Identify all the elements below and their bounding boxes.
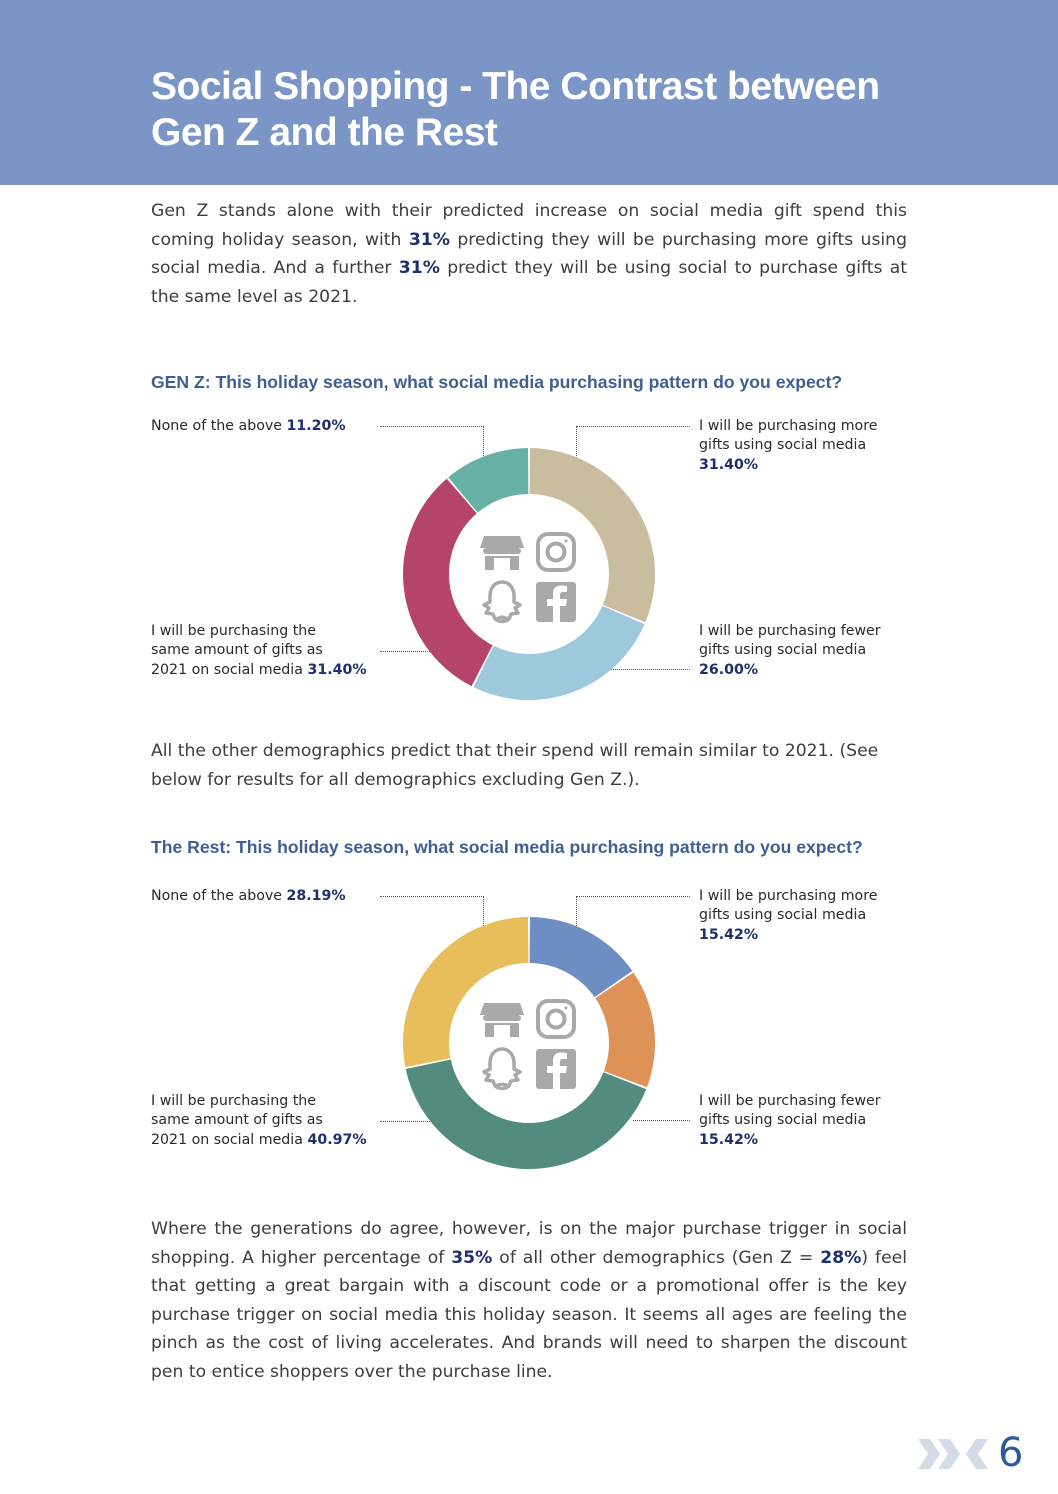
genz-label-more: I will be purchasing more gifts using soc… (699, 417, 877, 475)
genz-label-same: I will be purchasing the same amount of g… (151, 622, 367, 680)
genz-label-none: None of the above 11.20% (151, 417, 346, 436)
genz-label-none-value: 11.20% (286, 418, 346, 434)
storefront-icon (480, 536, 524, 570)
intro-highlight-2: 31% (398, 258, 440, 278)
rest-leader-same (380, 1121, 470, 1122)
rest-leader-fewer (633, 1120, 690, 1121)
genz-label-more-text2: gifts using social media (699, 437, 867, 454)
genz-label-same-text1: I will be purchasing the (151, 623, 317, 639)
instagram-icon (536, 999, 576, 1039)
rest-label-same-text1: I will be purchasing the (151, 1093, 317, 1109)
page-header: Social Shopping - The Contrast between G… (0, 0, 1058, 185)
genz-donut-chart (403, 448, 655, 700)
genz-label-same-text3: 2021 on social media (151, 661, 303, 678)
page-title-line1: Social Shopping - The Contrast between (151, 65, 880, 108)
rest-label-more-value: 15.42% (699, 926, 759, 943)
rest-label-fewer-text2: gifts using social media (699, 1112, 867, 1129)
genz-label-same-value: 31.40% (307, 661, 367, 678)
closing-highlight-2: 28% (820, 1247, 862, 1268)
rest-label-more-text2: gifts using social media (699, 907, 867, 924)
rest-donut-chart (403, 917, 655, 1169)
page-number: 6 (998, 1430, 1024, 1476)
genz-label-fewer: I will be purchasing fewer gifts using so… (699, 622, 881, 680)
intro-text-1: Gen Z stands alone with their predicted … (151, 201, 907, 250)
intro-paragraph: Gen Z stands alone with their predicted … (151, 197, 907, 311)
genz-icon-group (480, 532, 576, 624)
rest-leader-none-h (380, 896, 484, 897)
rest-label-same: I will be purchasing the same amount of g… (151, 1092, 367, 1150)
snapchat-icon (482, 580, 522, 624)
rest-chart-title: The Rest: This holiday season, what soci… (151, 837, 863, 857)
closing-highlight-1: 35% (451, 1247, 493, 1268)
genz-label-fewer-text1: I will be purchasing fewer (699, 623, 881, 639)
rest-label-same-text3: 2021 on social media (151, 1131, 303, 1148)
genz-leader-same (380, 651, 470, 652)
genz-label-more-text1: I will be purchasing more (699, 418, 878, 434)
rest-label-fewer-value: 15.42% (699, 1131, 759, 1148)
genz-leader-none-h (380, 426, 484, 427)
rest-slice-1 (595, 972, 655, 1088)
genz-leader-none-v (483, 426, 484, 486)
closing-text-3: ) feel that getting a great bargain with… (151, 1247, 907, 1382)
snapchat-icon (482, 1047, 522, 1091)
genz-slice-1 (473, 605, 645, 700)
genz-slice-3 (448, 448, 529, 513)
page-title: Social Shopping - The Contrast between G… (151, 64, 1011, 156)
genz-leader-more-v (576, 426, 577, 488)
closing-text-2: of all other demographics (Gen Z = (492, 1247, 821, 1268)
rest-slice-2 (405, 1059, 647, 1169)
genz-label-none-text: None of the above (151, 418, 283, 434)
brand-logo-icon (918, 1439, 988, 1469)
genz-leader-more-h (576, 426, 690, 427)
rest-slice-0 (529, 917, 633, 998)
instagram-icon (536, 532, 576, 572)
genz-chart-title: GEN Z: This holiday season, what social … (151, 372, 843, 392)
rest-label-none-text: None of the above (151, 888, 283, 904)
genz-leader-fewer (576, 669, 690, 670)
genz-label-fewer-text2: gifts using social media (699, 642, 867, 659)
intro-text-3: predict they will be using social to pur… (151, 258, 907, 307)
page-title-line2: Gen Z and the Rest (151, 111, 498, 154)
rest-leader-more-h (576, 896, 690, 897)
rest-label-same-text2: same amount of gifts as (151, 1112, 323, 1129)
rest-label-fewer: I will be purchasing fewer gifts using so… (699, 1092, 881, 1150)
closing-text-1: Where the generations do agree, however,… (151, 1219, 907, 1268)
closing-paragraph: Where the generations do agree, however,… (151, 1215, 907, 1386)
rest-label-more-text1: I will be purchasing more (699, 888, 878, 904)
rest-icon-group (480, 999, 576, 1091)
genz-slice-2 (403, 478, 493, 687)
storefront-icon (480, 1003, 524, 1037)
intro-highlight-1: 31% (408, 229, 450, 250)
facebook-icon (536, 582, 576, 622)
rest-label-none: None of the above 28.19% (151, 887, 346, 906)
genz-label-same-text2: same amount of gifts as (151, 642, 323, 659)
genz-slice-0 (529, 448, 655, 623)
middle-paragraph: All the other demographics predict that … (151, 741, 879, 790)
rest-label-fewer-text1: I will be purchasing fewer (699, 1093, 881, 1109)
intro-text-2: predicting they will be purchasing more … (151, 229, 907, 279)
genz-label-fewer-value: 26.00% (699, 661, 759, 678)
rest-slice-3 (403, 917, 529, 1068)
rest-label-none-value: 28.19% (286, 888, 346, 904)
facebook-icon (536, 1049, 576, 1089)
rest-label-more: I will be purchasing more gifts using soc… (699, 887, 877, 945)
genz-label-more-value: 31.40% (699, 456, 759, 473)
rest-label-same-value: 40.97% (307, 1131, 367, 1148)
